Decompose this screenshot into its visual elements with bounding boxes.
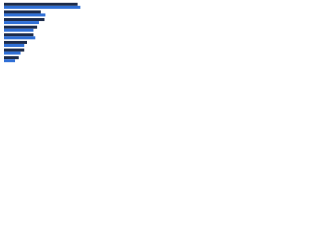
- bar: [4, 21, 39, 25]
- bar: [4, 48, 25, 52]
- bar: [4, 51, 21, 55]
- bar: [4, 36, 36, 40]
- chart: [4, 2, 81, 63]
- bar: [4, 43, 25, 47]
- bar: [4, 56, 19, 60]
- bar: [4, 25, 38, 29]
- bar: [4, 18, 45, 22]
- bar: [4, 2, 78, 6]
- bar: [4, 10, 41, 14]
- bar: [4, 13, 46, 17]
- bar: [4, 5, 81, 9]
- bar: [4, 59, 16, 63]
- bar: [4, 40, 27, 44]
- bar: [4, 33, 34, 37]
- bar: [4, 28, 34, 32]
